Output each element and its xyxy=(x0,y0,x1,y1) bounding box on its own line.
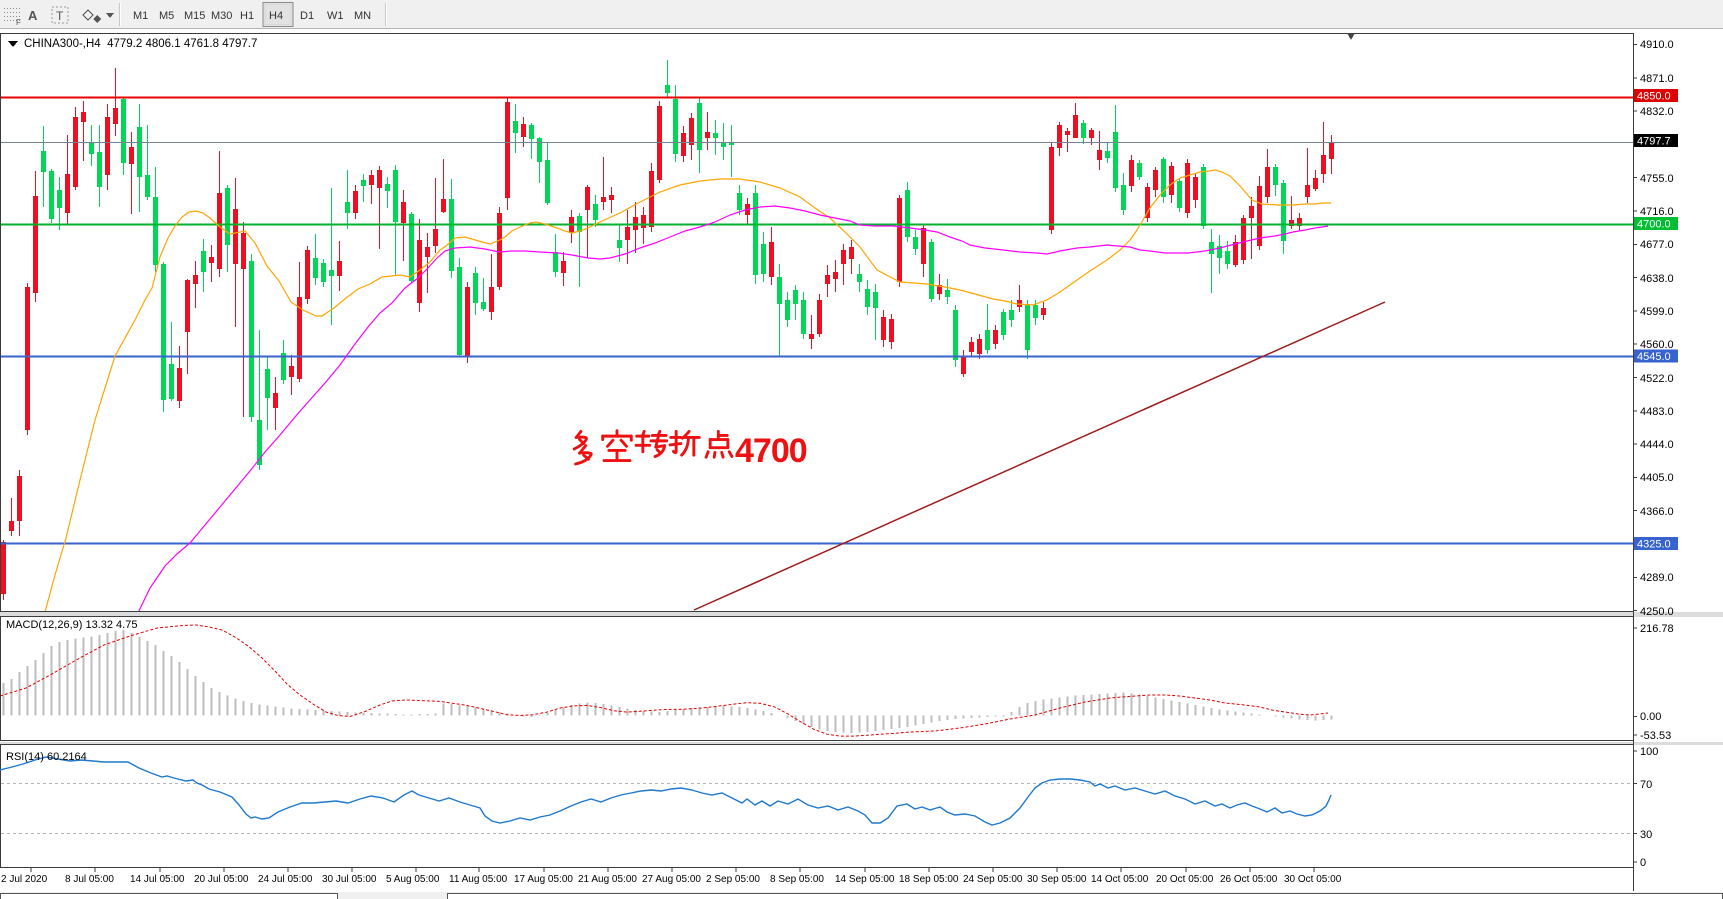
svg-text:8 Sep 05:00: 8 Sep 05:00 xyxy=(770,874,824,885)
svg-text:4832.0: 4832.0 xyxy=(1640,106,1674,118)
svg-text:M1: M1 xyxy=(133,10,148,22)
svg-text:14 Sep 05:00: 14 Sep 05:00 xyxy=(835,874,895,885)
svg-text:MN: MN xyxy=(354,10,371,22)
svg-text:M5: M5 xyxy=(159,10,174,22)
svg-text:4700: 4700 xyxy=(735,432,807,470)
svg-text:17 Aug 05:00: 17 Aug 05:00 xyxy=(514,874,573,885)
svg-text:20 Oct 05:00: 20 Oct 05:00 xyxy=(1156,874,1214,885)
svg-text:H4: H4 xyxy=(269,10,283,22)
svg-text:4444.0: 4444.0 xyxy=(1640,439,1674,451)
svg-text:26 Oct 05:00: 26 Oct 05:00 xyxy=(1220,874,1278,885)
svg-text:0.00: 0.00 xyxy=(1640,711,1661,723)
svg-text:21 Aug 05:00: 21 Aug 05:00 xyxy=(578,874,637,885)
svg-text:5 Aug 05:00: 5 Aug 05:00 xyxy=(386,874,440,885)
svg-text:70: 70 xyxy=(1640,779,1652,791)
svg-text:4405.0: 4405.0 xyxy=(1640,472,1674,484)
svg-text:4797.7: 4797.7 xyxy=(1637,135,1671,147)
svg-text:30 Sep 05:00: 30 Sep 05:00 xyxy=(1027,874,1087,885)
svg-text:4871.0: 4871.0 xyxy=(1640,73,1674,85)
svg-text:0: 0 xyxy=(1640,857,1646,869)
svg-text:27 Aug 05:00: 27 Aug 05:00 xyxy=(642,874,701,885)
svg-text:M15: M15 xyxy=(184,10,205,22)
svg-text:RSI(14) 60.2164: RSI(14) 60.2164 xyxy=(6,751,87,763)
svg-text:14 Jul 05:00: 14 Jul 05:00 xyxy=(130,874,185,885)
svg-text:4522.0: 4522.0 xyxy=(1640,373,1674,385)
svg-text:100: 100 xyxy=(1640,746,1658,758)
svg-text:4560.0: 4560.0 xyxy=(1640,339,1674,351)
svg-text:4366.0: 4366.0 xyxy=(1640,506,1674,518)
svg-text:4250.0: 4250.0 xyxy=(1640,606,1674,618)
svg-text:4850.0: 4850.0 xyxy=(1637,91,1671,103)
svg-text:20 Jul 05:00: 20 Jul 05:00 xyxy=(194,874,249,885)
svg-text:11 Aug 05:00: 11 Aug 05:00 xyxy=(449,874,508,885)
svg-text:30 Jul 05:00: 30 Jul 05:00 xyxy=(322,874,377,885)
svg-text:4599.0: 4599.0 xyxy=(1640,306,1674,318)
svg-text:D1: D1 xyxy=(300,10,314,22)
svg-text:4755.0: 4755.0 xyxy=(1640,173,1674,185)
svg-text:4700.0: 4700.0 xyxy=(1637,219,1671,231)
svg-text:MACD(12,26,9) 13.32 4.75: MACD(12,26,9) 13.32 4.75 xyxy=(6,619,137,631)
svg-text:30: 30 xyxy=(1640,829,1652,841)
svg-text:4716.0: 4716.0 xyxy=(1640,206,1674,218)
svg-text:2 Jul 2020: 2 Jul 2020 xyxy=(1,874,48,885)
svg-text:2 Sep 05:00: 2 Sep 05:00 xyxy=(706,874,760,885)
svg-text:F: F xyxy=(16,18,21,27)
svg-text:8 Jul 05:00: 8 Jul 05:00 xyxy=(65,874,114,885)
svg-text:14 Oct 05:00: 14 Oct 05:00 xyxy=(1091,874,1149,885)
svg-text:T: T xyxy=(56,9,64,23)
svg-text:4325.0: 4325.0 xyxy=(1637,539,1671,551)
svg-text:4545.0: 4545.0 xyxy=(1637,351,1671,363)
svg-text:30 Oct 05:00: 30 Oct 05:00 xyxy=(1284,874,1342,885)
svg-text:4677.0: 4677.0 xyxy=(1640,239,1674,251)
svg-text:24 Sep 05:00: 24 Sep 05:00 xyxy=(963,874,1023,885)
svg-text:4289.0: 4289.0 xyxy=(1640,572,1674,584)
svg-text:M30: M30 xyxy=(211,10,232,22)
svg-text:18 Sep 05:00: 18 Sep 05:00 xyxy=(899,874,959,885)
svg-text:24 Jul 05:00: 24 Jul 05:00 xyxy=(258,874,313,885)
svg-text:CHINA300-,H4 4779.2 4806.1 47: CHINA300-,H4 4779.2 4806.1 4761.8 4797.7 xyxy=(24,38,257,50)
svg-text:4638.0: 4638.0 xyxy=(1640,273,1674,285)
svg-text:4483.0: 4483.0 xyxy=(1640,406,1674,418)
svg-text:H1: H1 xyxy=(240,10,254,22)
svg-text:W1: W1 xyxy=(327,10,344,22)
svg-text:A: A xyxy=(28,8,38,23)
svg-text:4910.0: 4910.0 xyxy=(1640,39,1674,51)
svg-text:-53.53: -53.53 xyxy=(1640,730,1671,742)
svg-text:216.78: 216.78 xyxy=(1640,623,1674,635)
